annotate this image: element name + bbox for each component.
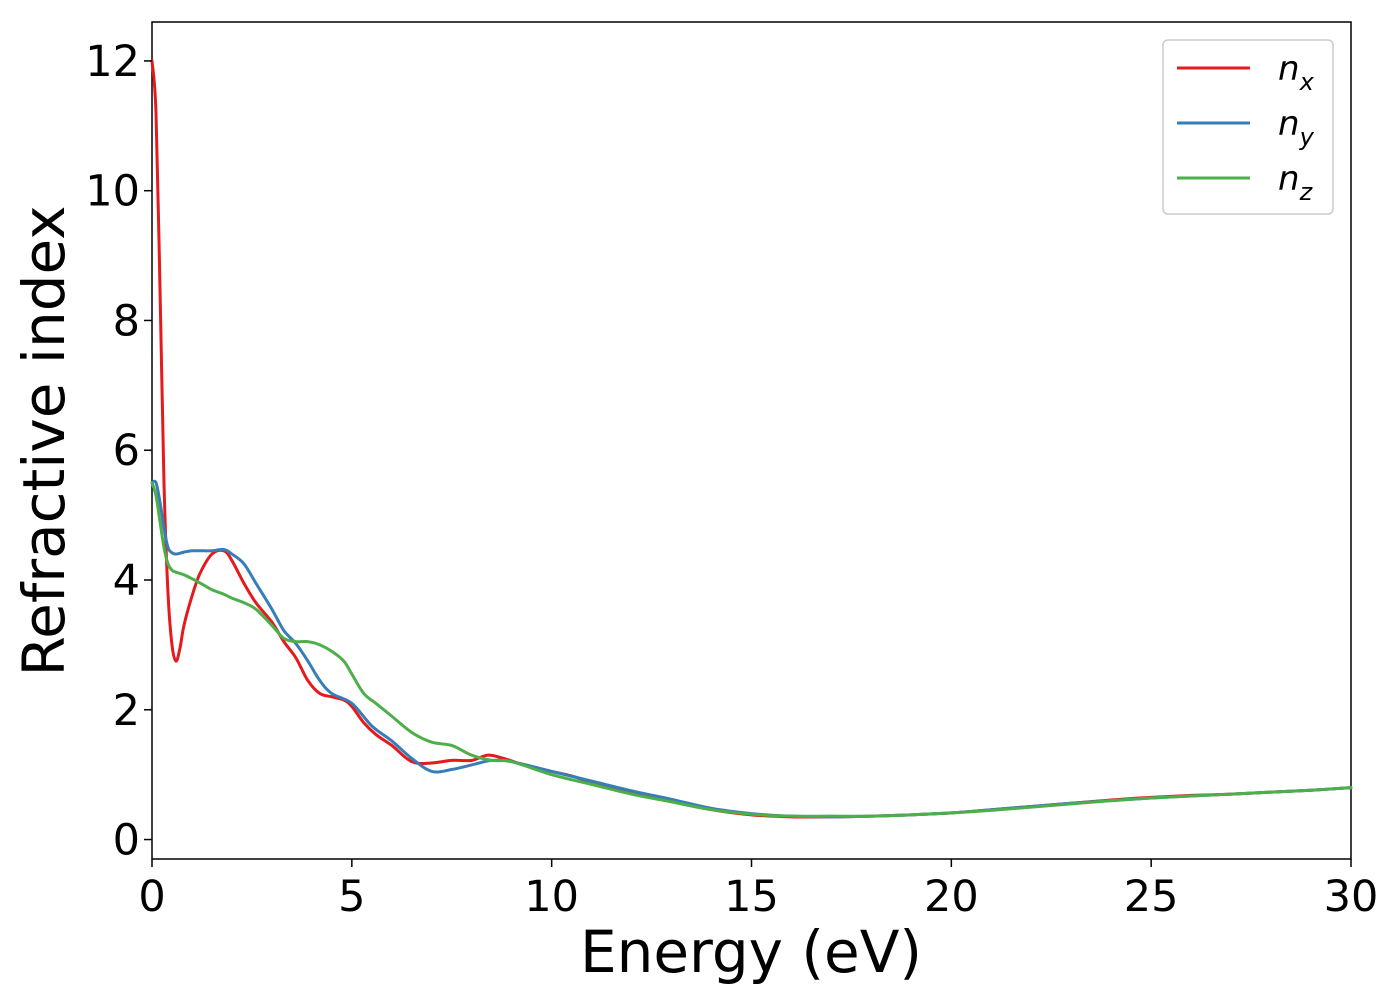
y-tick-label: 8 [113, 296, 140, 346]
y-ticks: 0 2 4 6 8 10 12 [85, 37, 152, 866]
x-tick-label: 25 [1124, 872, 1179, 922]
legend-box [1162, 39, 1334, 215]
y-tick-label: 12 [85, 37, 140, 87]
series-layer [150, 59, 1353, 819]
y-tick-label: 10 [85, 167, 140, 217]
y-axis-title: Refractive index [10, 205, 78, 676]
x-tick-label: 0 [138, 872, 165, 922]
y-tick-label: 0 [113, 816, 140, 866]
legend: nx ny nz [1162, 39, 1334, 215]
x-tick-label: 20 [924, 872, 979, 922]
y-tick-label: 6 [113, 426, 140, 476]
x-tick-label: 5 [338, 872, 365, 922]
x-axis-title: Energy (eV) [580, 918, 922, 986]
x-tick-label: 15 [724, 872, 779, 922]
y-tick-label: 2 [113, 686, 140, 736]
series-line-z [150, 481, 1353, 818]
y-tick-label: 4 [113, 556, 140, 606]
legend-label-y: ny [1278, 104, 1315, 151]
legend-label-z: nz [1278, 159, 1314, 206]
x-tick-label: 30 [1324, 872, 1379, 922]
legend-label-x: nx [1278, 49, 1315, 96]
series-line-y [150, 479, 1353, 819]
x-ticks: 0 5 10 15 20 25 30 [138, 859, 1378, 922]
x-tick-label: 10 [524, 872, 579, 922]
